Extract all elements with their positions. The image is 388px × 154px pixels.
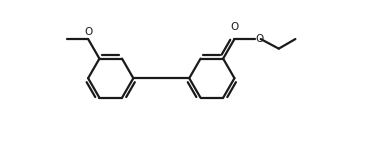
Text: O: O <box>255 34 263 44</box>
Text: O: O <box>84 27 92 37</box>
Text: O: O <box>230 22 239 32</box>
